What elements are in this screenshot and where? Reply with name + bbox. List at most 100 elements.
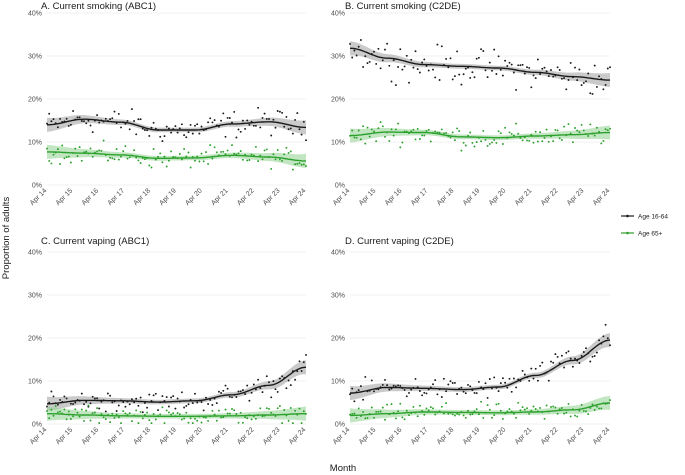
pc-point-age-16-64 <box>222 389 225 392</box>
pa-point-age-16-64 <box>220 119 223 122</box>
pb-x-tick-label: Apr 17 <box>410 187 430 207</box>
pd-y-tick-label: 10% <box>331 379 345 386</box>
pc-point-age-16-64 <box>302 361 305 364</box>
pc-point-age-65-plus <box>161 406 164 409</box>
pa-point-age-65-plus <box>167 159 170 162</box>
pa-x-tick-label: Apr 16 <box>81 187 101 207</box>
pb-point-age-65-plus <box>517 132 520 135</box>
pd-point-age-16-64 <box>418 390 421 392</box>
pa-point-age-65-plus <box>80 159 83 162</box>
pc-point-age-16-64 <box>106 392 109 395</box>
pb-point-age-65-plus <box>442 132 445 135</box>
pa-point-age-65-plus <box>63 157 66 160</box>
pa-point-age-16-64 <box>239 130 242 133</box>
pc-point-age-16-64 <box>237 390 240 393</box>
pa-x-tick-label: Apr 19 <box>158 187 178 207</box>
pb-point-age-65-plus <box>375 140 378 143</box>
pd-ribbon-age-16-64 <box>350 333 610 401</box>
pa-point-age-16-64 <box>233 110 236 113</box>
pb-point-age-65-plus <box>528 139 531 142</box>
pa-point-age-16-64 <box>163 135 166 138</box>
pc-point-age-65-plus <box>130 420 133 423</box>
pd-point-age-16-64 <box>442 377 445 380</box>
pa-point-age-16-64 <box>268 118 270 120</box>
pa-point-age-65-plus <box>274 158 277 161</box>
pb-point-age-16-64 <box>357 45 360 48</box>
pc-point-age-65-plus <box>185 411 188 414</box>
pb-point-age-16-64 <box>473 76 476 79</box>
pa-point-age-16-64 <box>146 129 149 132</box>
pb-point-age-16-64 <box>606 67 609 70</box>
pb-point-age-16-64 <box>593 64 596 67</box>
pa-point-age-16-64 <box>244 127 247 130</box>
pd-point-age-16-64 <box>477 380 480 383</box>
pb-point-age-65-plus <box>488 142 491 145</box>
pc-y-tick-label: 40% <box>28 250 42 257</box>
pa-ribbon-age-16-64 <box>47 115 306 135</box>
pc-point-age-16-64 <box>152 394 155 397</box>
pc-x-tick-label: Apr 17 <box>107 426 127 446</box>
pb-point-age-16-64 <box>355 54 358 57</box>
pa-point-age-16-64 <box>67 124 70 127</box>
pb-point-age-16-64 <box>491 69 493 72</box>
pd-trend-age-16-64 <box>350 339 611 394</box>
pb-point-age-16-64 <box>467 66 469 69</box>
pb-point-age-16-64 <box>512 71 515 74</box>
pd-point-age-65-plus <box>386 403 389 406</box>
pb-x-tick-label: Apr 18 <box>436 187 456 207</box>
pa-point-age-65-plus <box>157 155 159 158</box>
pc-point-age-16-64 <box>139 396 142 399</box>
pa-point-age-65-plus <box>189 166 192 169</box>
pd-point-age-16-64 <box>357 389 360 392</box>
pc-point-age-16-64 <box>157 409 159 412</box>
pa-point-age-16-64 <box>274 126 277 129</box>
pb-point-age-16-64 <box>434 76 437 79</box>
pa-point-age-16-64 <box>96 114 99 117</box>
pb-point-age-65-plus <box>351 129 354 132</box>
pd-point-age-65-plus <box>394 417 397 420</box>
pb-point-age-16-64 <box>497 55 500 58</box>
pa-point-age-65-plus <box>272 153 275 156</box>
pa-point-age-65-plus <box>187 151 190 154</box>
pd-point-age-16-64 <box>349 393 351 396</box>
pc-point-age-65-plus <box>194 417 196 420</box>
pa-point-age-65-plus <box>194 159 196 162</box>
pc-point-age-65-plus <box>213 413 216 416</box>
pa-x-tick-label: Apr 18 <box>132 187 152 207</box>
pb-point-age-65-plus <box>469 131 472 134</box>
pc-point-age-65-plus <box>54 405 57 407</box>
pd-point-age-16-64 <box>460 386 463 389</box>
pc-point-age-65-plus <box>235 413 238 415</box>
pb-point-age-65-plus <box>595 126 598 129</box>
pb-point-age-65-plus <box>427 128 430 131</box>
pd-point-age-65-plus <box>364 417 367 420</box>
pb-point-age-65-plus <box>381 125 384 128</box>
pc-point-age-65-plus <box>46 410 48 412</box>
pb-point-age-65-plus <box>429 140 432 143</box>
pb-point-age-65-plus <box>558 137 561 140</box>
pd-point-age-65-plus <box>375 410 378 413</box>
pa-point-age-16-64 <box>285 115 288 118</box>
pd-point-age-16-64 <box>593 355 596 357</box>
pb-point-age-65-plus <box>421 134 424 137</box>
pd-point-age-65-plus <box>515 416 518 419</box>
pa-point-age-16-64 <box>211 121 214 124</box>
pc-point-age-65-plus <box>241 421 244 424</box>
pc-point-age-65-plus <box>291 422 294 425</box>
pb-point-age-65-plus <box>482 129 485 132</box>
pa-point-age-16-64 <box>52 118 55 121</box>
pd-point-age-16-64 <box>373 390 375 393</box>
pc-point-age-16-64 <box>235 396 238 398</box>
pd-point-age-65-plus <box>493 414 496 417</box>
pd-x-tick-label: Apr 14 <box>332 426 352 446</box>
pb-point-age-16-64 <box>464 67 467 70</box>
pa-point-age-16-64 <box>104 117 107 120</box>
pd-point-age-65-plus <box>488 408 491 411</box>
pc-point-age-65-plus <box>65 418 68 421</box>
pb-point-age-16-64 <box>484 69 487 72</box>
pb-point-age-16-64 <box>604 83 607 86</box>
pc-point-age-65-plus <box>246 417 249 420</box>
pd-point-age-65-plus <box>552 405 555 408</box>
pc-point-age-16-64 <box>174 407 177 410</box>
pc-point-age-65-plus <box>239 411 242 414</box>
